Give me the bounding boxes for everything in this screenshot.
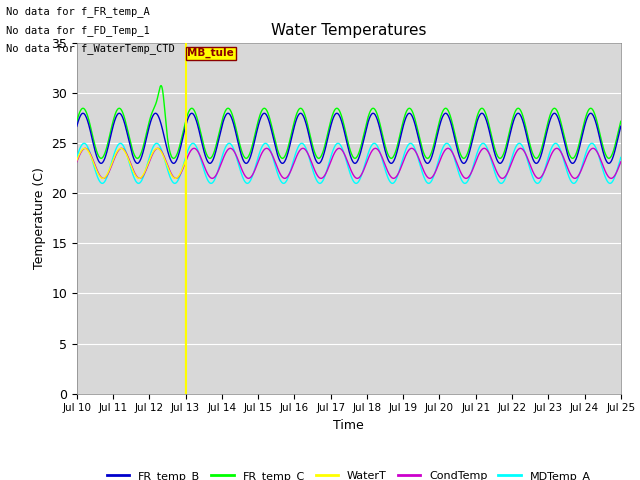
- FR_temp_C: [427, 152, 435, 157]
- MDTemp_A: [617, 155, 625, 160]
- CondTemp: [617, 159, 625, 165]
- CondTemp: [281, 176, 289, 181]
- Line: WaterT: WaterT: [77, 148, 186, 394]
- FR_temp_B: [399, 123, 407, 129]
- FR_temp_C: [73, 119, 81, 124]
- CondTemp: [172, 176, 180, 181]
- FR_temp_B: [73, 123, 81, 129]
- Text: No data for f_WaterTemp_CTD: No data for f_WaterTemp_CTD: [6, 43, 175, 54]
- MDTemp_A: [479, 141, 486, 146]
- FR_temp_C: [479, 106, 487, 111]
- FR_temp_C: [520, 118, 528, 124]
- CondTemp: [281, 176, 289, 181]
- MDTemp_A: [427, 179, 435, 185]
- MDTemp_A: [281, 180, 289, 186]
- FR_temp_C: [172, 154, 180, 160]
- Y-axis label: Temperature (C): Temperature (C): [33, 168, 45, 269]
- MDTemp_A: [73, 155, 81, 160]
- Line: FR_temp_C: FR_temp_C: [77, 85, 621, 158]
- FR_temp_C: [617, 119, 625, 124]
- MDTemp_A: [520, 147, 528, 153]
- CondTemp: [73, 159, 81, 165]
- FR_temp_B: [281, 159, 289, 165]
- Text: No data for f_FR_temp_A: No data for f_FR_temp_A: [6, 6, 150, 17]
- FR_temp_C: [281, 154, 289, 159]
- FR_temp_B: [172, 159, 179, 165]
- MDTemp_A: [497, 180, 505, 186]
- FR_temp_C: [315, 156, 323, 161]
- CondTemp: [479, 146, 487, 152]
- FR_temp_B: [515, 110, 522, 116]
- FR_temp_C: [399, 118, 407, 124]
- Text: MB_tule: MB_tule: [188, 48, 234, 59]
- FR_temp_B: [427, 157, 435, 163]
- Line: CondTemp: CondTemp: [77, 148, 621, 179]
- CondTemp: [81, 145, 89, 151]
- FR_temp_B: [315, 160, 323, 166]
- FR_temp_B: [617, 123, 625, 129]
- Line: FR_temp_B: FR_temp_B: [77, 113, 621, 163]
- CondTemp: [399, 159, 407, 165]
- WaterT: [73, 157, 81, 163]
- MDTemp_A: [399, 155, 407, 160]
- CondTemp: [520, 148, 528, 154]
- WaterT: [172, 176, 179, 181]
- MDTemp_A: [298, 141, 305, 146]
- FR_temp_B: [520, 123, 528, 129]
- X-axis label: Time: Time: [333, 419, 364, 432]
- MDTemp_A: [172, 180, 179, 186]
- FR_temp_C: [157, 83, 165, 88]
- Text: No data for f_FD_Temp_1: No data for f_FD_Temp_1: [6, 24, 150, 36]
- CondTemp: [427, 175, 435, 181]
- Title: Water Temperatures: Water Temperatures: [271, 23, 426, 38]
- Line: MDTemp_A: MDTemp_A: [77, 144, 621, 183]
- Legend: FR_temp_B, FR_temp_C, WaterT, CondTemp, MDTemp_A: FR_temp_B, FR_temp_C, WaterT, CondTemp, …: [102, 467, 595, 480]
- FR_temp_B: [479, 111, 486, 117]
